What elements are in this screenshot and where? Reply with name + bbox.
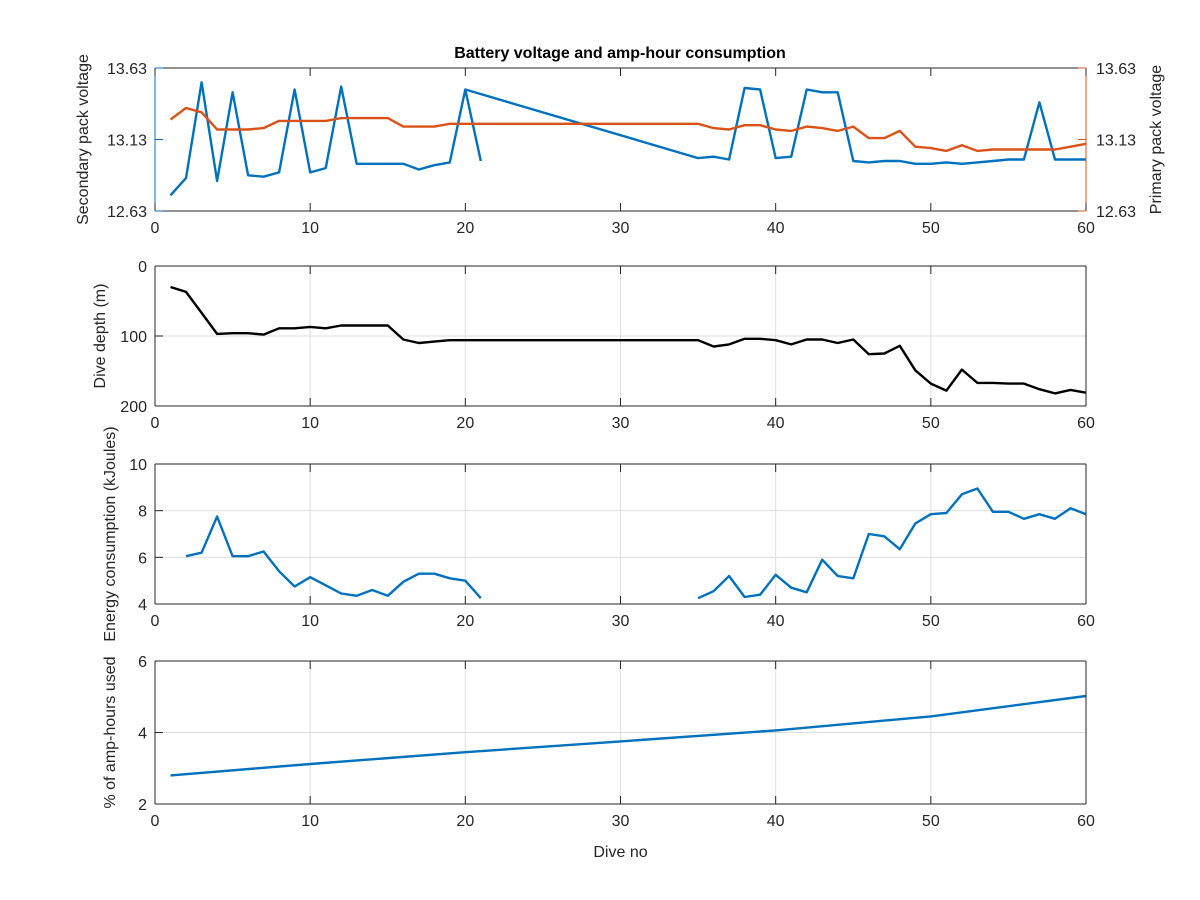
y-tick-label: 200 <box>120 399 147 416</box>
series-line-1 <box>169 81 482 197</box>
panel-2: 0 10 20 30 40 50 60 0 100 200 Dive depth (m) <box>92 259 1095 432</box>
y-tick-label: 6 <box>138 550 147 567</box>
panel-1: 0 10 20 30 40 50 6012.6313.1313.6312.6313.1313… <box>75 54 1165 237</box>
x-tick-label: 30 <box>612 415 630 432</box>
x-tick-label: 50 <box>922 613 940 630</box>
y-tick-label: 13.63 <box>107 61 147 78</box>
series-line-2 <box>697 487 1087 600</box>
x-tick-label: 10 <box>301 220 319 237</box>
panel-4: 0 10 20 30 40 50 60 2 4 6 % of amp-hours used Dive … <box>102 654 1095 861</box>
x-tick-label: 50 <box>922 813 940 830</box>
x-tick-label: 30 <box>612 220 630 237</box>
x-tick-label: 20 <box>456 415 474 432</box>
series-line-1 <box>170 694 1087 777</box>
panels: 0 10 20 30 40 50 6012.6313.1313.6312.6313.1313… <box>75 54 1165 861</box>
y2-tick-label: 12.63 <box>1096 204 1136 221</box>
y-tick-label: 0 <box>138 259 147 276</box>
y-tick-label: 4 <box>138 726 147 743</box>
y-axis-label: % of amp-hours used <box>102 656 119 808</box>
y-axis-label: Secondary pack voltage <box>75 54 92 225</box>
x-tick-label: 40 <box>767 220 785 237</box>
x-tick-label: 30 <box>612 613 630 630</box>
plot-area <box>155 68 1086 211</box>
x-tick-label: 50 <box>922 415 940 432</box>
series-line-1 <box>185 515 482 599</box>
x-tick-label: 50 <box>922 220 940 237</box>
y-tick-label: 4 <box>138 597 147 614</box>
x-tick-label: 0 <box>151 613 160 630</box>
x-tick-label: 20 <box>456 813 474 830</box>
x-tick-label: 30 <box>612 813 630 830</box>
x-tick-label: 20 <box>456 613 474 630</box>
x-tick-label: 10 <box>301 613 319 630</box>
x-tick-label: 60 <box>1077 415 1095 432</box>
x-tick-label: 20 <box>456 220 474 237</box>
x-tick-label: 40 <box>767 813 785 830</box>
x-tick-label: 0 <box>151 813 160 830</box>
x-tick-label: 0 <box>151 220 160 237</box>
y-tick-label: 10 <box>129 457 147 474</box>
x-tick-label: 10 <box>301 813 319 830</box>
x-tick-label: 40 <box>767 613 785 630</box>
panel-3: 0 10 20 30 40 50 60 4 6 8 10 Energy consumption (kJ… <box>102 426 1095 641</box>
x-tick-label: 10 <box>301 415 319 432</box>
series-line-1 <box>170 285 1087 395</box>
series-line-2 <box>464 86 1086 166</box>
y-tick-label: 8 <box>138 504 147 521</box>
y2-tick-label: 13.13 <box>1096 133 1136 150</box>
y-axis-label: Dive depth (m) <box>92 284 109 389</box>
y-tick-label: 2 <box>138 797 147 814</box>
figure-title: Battery voltage and amp-hour consumption <box>454 45 786 62</box>
x-axis-label: Dive no <box>593 844 647 861</box>
x-tick-label: 60 <box>1077 813 1095 830</box>
x-tick-label: 40 <box>767 415 785 432</box>
y2-tick-label: 13.63 <box>1096 61 1136 78</box>
x-tick-label: 60 <box>1077 220 1095 237</box>
y-axis-label: Energy consumption (kJoules) <box>102 426 119 641</box>
y-tick-label: 12.63 <box>107 204 147 221</box>
y2-axis-label: Primary pack voltage <box>1148 65 1165 214</box>
series-line-3 <box>169 106 1087 153</box>
x-tick-label: 60 <box>1077 613 1095 630</box>
y-tick-label: 100 <box>120 329 147 346</box>
x-tick-label: 0 <box>151 415 160 432</box>
y-tick-label: 6 <box>138 654 147 671</box>
y-tick-label: 13.13 <box>107 133 147 150</box>
